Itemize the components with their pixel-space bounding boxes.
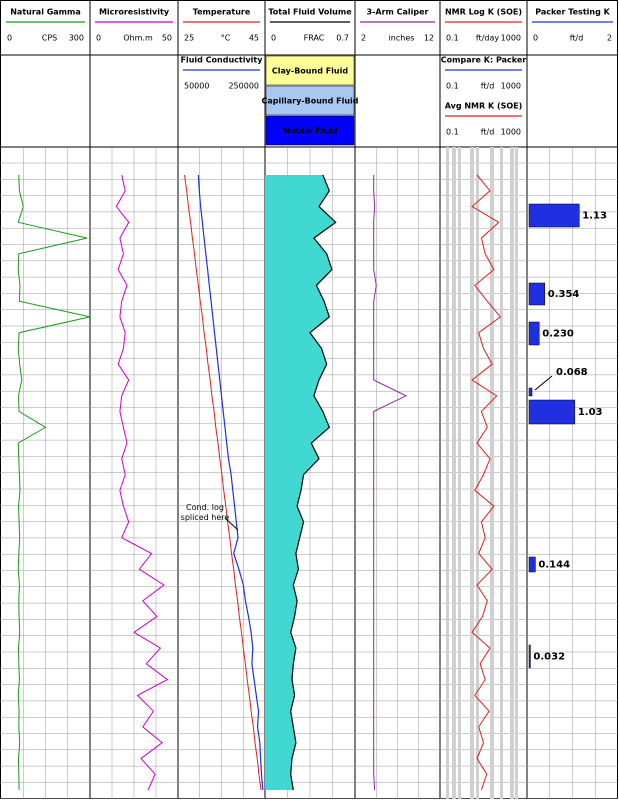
scale-min: 25 xyxy=(184,34,194,43)
scale-unit: inches xyxy=(389,34,415,43)
band xyxy=(476,147,479,799)
title: Temperature xyxy=(193,8,251,17)
scale-unit: ft/d xyxy=(570,34,584,43)
title: NMR Log K (SOE) xyxy=(445,8,522,17)
scale-unit: ft/d xyxy=(481,82,495,91)
curve xyxy=(115,174,169,791)
band xyxy=(458,147,461,799)
scale-max: 1000 xyxy=(501,34,521,43)
bar-label: 1.03 xyxy=(578,407,603,418)
curve xyxy=(184,174,262,791)
title: Microresistivity xyxy=(99,8,170,17)
scale-min: 0.1 xyxy=(446,34,459,43)
scale-unit: Ohm.m xyxy=(123,34,153,43)
scale-max: 1000 xyxy=(501,82,521,91)
legend-box xyxy=(265,115,355,146)
scale-unit: ft/d xyxy=(481,128,495,137)
bar xyxy=(528,321,540,346)
curve xyxy=(373,175,408,791)
title: Avg NMR K (SOE) xyxy=(445,102,523,111)
band xyxy=(515,147,518,799)
bar xyxy=(528,387,533,397)
band xyxy=(490,147,494,799)
scale-unit: FRAC xyxy=(304,34,325,43)
scale-min: 0 xyxy=(533,34,538,43)
legend-box xyxy=(265,55,355,86)
legend-label: Mobile Fluid xyxy=(282,127,338,136)
bar-label: 0.230 xyxy=(542,329,574,340)
band xyxy=(500,147,503,799)
scale-max: 300 xyxy=(69,34,84,43)
scale-unit: ft/day xyxy=(476,34,499,43)
bar xyxy=(528,556,536,573)
scale-min: 0.1 xyxy=(446,128,459,137)
curve xyxy=(290,174,337,791)
legend-label: Clay-Bound Fluid xyxy=(272,67,348,76)
band xyxy=(470,147,474,799)
title: Compare K: Packer xyxy=(441,56,526,65)
scale-unit: CPS xyxy=(42,34,58,43)
bar xyxy=(528,644,531,669)
annotation-line: spliced here xyxy=(181,513,230,522)
scale-max: 0.7 xyxy=(336,34,349,43)
fluid-fill xyxy=(265,175,336,790)
curve xyxy=(17,174,91,791)
scale-max: 2 xyxy=(607,34,612,43)
scale-min: 2 xyxy=(361,34,366,43)
bar-label: 0.354 xyxy=(548,289,580,300)
scale-min: 0 xyxy=(96,34,101,43)
annotation: Cond. log spliced here xyxy=(181,503,230,522)
arrow xyxy=(534,375,553,391)
scale-max: 50 xyxy=(162,34,172,43)
scale-max: 1000 xyxy=(501,128,521,137)
title: Packer Testing K xyxy=(535,8,610,17)
scale-min: 0 xyxy=(271,34,276,43)
arrow xyxy=(224,517,239,531)
band xyxy=(510,147,514,799)
scale-min: 50000 xyxy=(184,82,209,91)
annotation-line: Cond. log xyxy=(186,503,224,512)
scale-min: 0 xyxy=(7,34,12,43)
scale-max: 250000 xyxy=(228,82,259,91)
curve xyxy=(471,174,502,791)
bar xyxy=(528,203,580,228)
scale-max: 45 xyxy=(249,34,259,43)
legend-label: Capillary-Bound Fluid xyxy=(262,97,359,106)
band xyxy=(446,147,449,799)
scale-min: 0.1 xyxy=(446,82,459,91)
bar-label: 0.144 xyxy=(538,560,570,571)
bar xyxy=(528,399,576,425)
bar-label: 1.13 xyxy=(582,211,607,222)
scale-max: 12 xyxy=(424,34,434,43)
legend-box xyxy=(265,85,355,116)
scale-unit: °C xyxy=(221,34,231,43)
title: Total Fluid Volume xyxy=(268,8,352,17)
bar xyxy=(528,282,546,306)
bar-label: 0.032 xyxy=(533,652,565,663)
title: Natural Gamma xyxy=(10,8,81,17)
title: Fluid Conductivity xyxy=(181,56,264,65)
curve xyxy=(197,174,264,791)
title: 3-Arm Caliper xyxy=(367,8,429,17)
band xyxy=(452,147,456,799)
bar-label: 0.068 xyxy=(556,367,588,378)
